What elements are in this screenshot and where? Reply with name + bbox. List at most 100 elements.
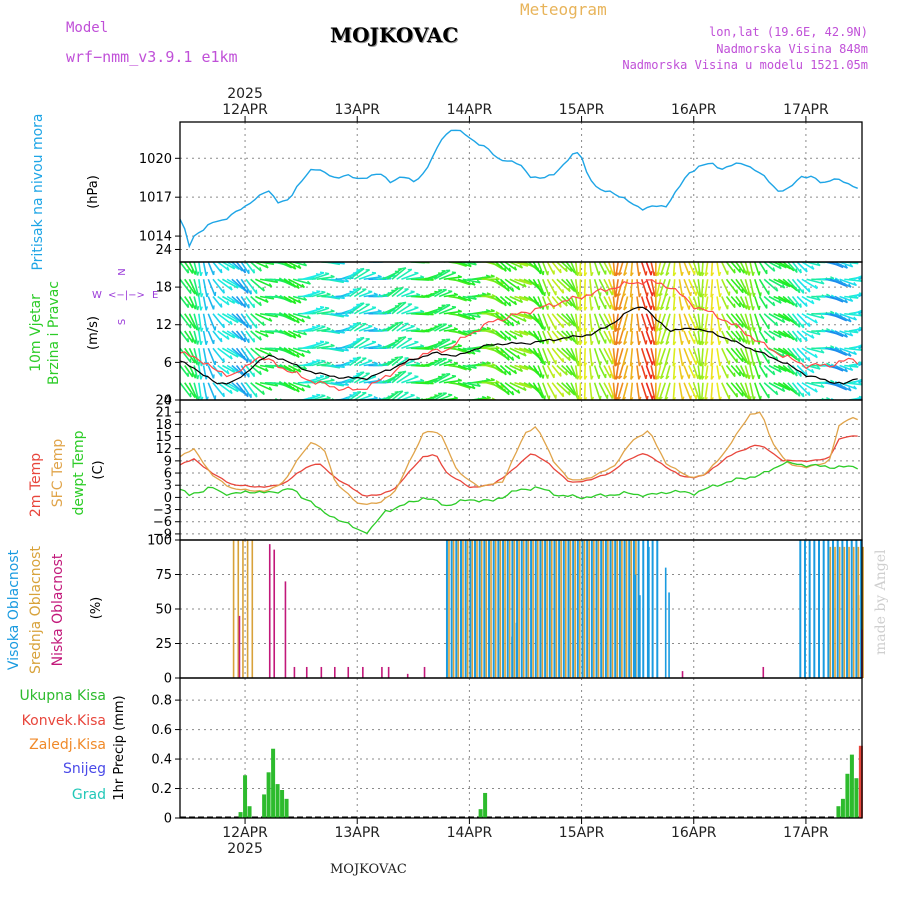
wind-arrow-head (710, 396, 714, 400)
wind-arrow-head (656, 327, 660, 332)
wind-arrow (640, 296, 647, 311)
wind-arrow-head (515, 405, 517, 409)
wind-arrow (583, 313, 586, 332)
wind-arrow (523, 399, 526, 400)
wind-arrow (768, 364, 782, 373)
temperature-frame (179, 399, 863, 541)
wind-arrow-head (579, 396, 583, 400)
wind-arrow (730, 278, 744, 294)
wind-arrow (509, 262, 523, 269)
wind-arrow-head (778, 333, 782, 339)
wind-arrow (556, 262, 568, 273)
wind-arrow (551, 262, 562, 274)
wind-arrow (658, 278, 667, 297)
wind-arrow-head (453, 327, 458, 330)
x-tick-label-bottom: 17APR (783, 825, 829, 841)
wind-arrow (710, 296, 714, 311)
wind-arrow-head (701, 293, 705, 298)
wind-arrow (834, 278, 852, 288)
wind-arrow (386, 356, 400, 367)
wind-arrow (533, 399, 535, 400)
y-tick-label: 18 (155, 418, 172, 433)
wind-arrow-head (420, 344, 425, 347)
wind-arrow-head (848, 317, 852, 323)
wind-arrow (744, 262, 750, 276)
wind-arrow (306, 340, 325, 349)
wind-arrow-head (802, 392, 805, 397)
wind-arrow (604, 399, 605, 400)
wind-arrow-head (623, 306, 628, 311)
wind-arrow-head (373, 361, 378, 365)
wind-arrow-head (514, 335, 518, 340)
wind-units: (m/s) (86, 316, 101, 350)
wind-arrow (198, 330, 202, 345)
wind-arrow-head (220, 268, 223, 274)
wind-arrow (202, 382, 208, 400)
wind-arrow-head (349, 257, 353, 258)
wind-arrow (834, 330, 848, 338)
wind-arrow (386, 267, 403, 280)
wind-arrow (306, 394, 321, 400)
wind-arrow-head (255, 393, 258, 398)
wind-arrow-head (710, 306, 715, 311)
wind-arrow (391, 321, 404, 332)
wind-arrow (607, 313, 616, 331)
wind-arrow-head (681, 361, 685, 367)
wind-arrow (537, 330, 544, 345)
wind-arrow-head (500, 349, 505, 354)
wind-arrow (697, 330, 701, 345)
wind-arrow-head (560, 407, 561, 411)
wind-arrow (438, 306, 457, 315)
wind-arrow (730, 262, 742, 274)
y-tick-label: 24 (155, 243, 172, 258)
wind-arrow-head (639, 410, 640, 414)
wind-arrow (292, 330, 307, 336)
precip-bar (284, 798, 289, 818)
wind-arrow-head (802, 358, 805, 363)
wind-arrow (656, 262, 662, 276)
year-label-bottom: 2025 (227, 841, 263, 857)
wind-arrow-head (598, 340, 601, 345)
wind-arrow-head (262, 287, 265, 292)
wind-arrow (537, 262, 544, 276)
wind-arrow (645, 382, 654, 400)
wind-arrow (556, 313, 571, 327)
wind-arrow (528, 399, 530, 400)
wind-arrow (443, 310, 462, 315)
wind-arrow-head (507, 287, 510, 292)
wind-arrow-head (319, 306, 325, 308)
wind-arrow-head (414, 306, 419, 309)
wind-arrow-head (718, 340, 722, 346)
wind-arrow (758, 382, 770, 399)
wind-arrow-head (622, 327, 627, 332)
wind-arrow (839, 347, 857, 356)
wind-arrow (692, 347, 701, 366)
wind-arrow-head (420, 309, 425, 313)
wind-arrow (311, 341, 330, 350)
wind-arrow-head (688, 305, 691, 310)
wind-arrow (495, 347, 510, 361)
wind-arrow (476, 362, 491, 367)
wind-arrow (349, 287, 362, 298)
wind-arrow (758, 347, 770, 364)
wind-arrow-head (590, 375, 594, 380)
wind-arrow (386, 371, 403, 384)
wind-arrow (188, 365, 197, 379)
wind-arrow-head (196, 306, 200, 311)
wind-arrow-head (324, 306, 330, 309)
wind-arrow-head (749, 327, 752, 332)
wind-arrow (589, 382, 593, 400)
wind-arrow (791, 313, 805, 329)
wind-arrow (853, 361, 862, 367)
wind-arrow-head (814, 388, 818, 393)
wind-arrow (278, 382, 296, 391)
wind-arrow (853, 309, 862, 315)
wind-arrow (612, 262, 616, 277)
wind-arrow-head (259, 267, 262, 272)
wind-arrow (704, 262, 709, 276)
wind-arrow-head (508, 336, 512, 341)
y-tick-label: 0.6 (151, 723, 172, 738)
wind-arrow (763, 382, 779, 396)
wind-arrow (278, 364, 292, 373)
wind-arrow (259, 364, 275, 369)
